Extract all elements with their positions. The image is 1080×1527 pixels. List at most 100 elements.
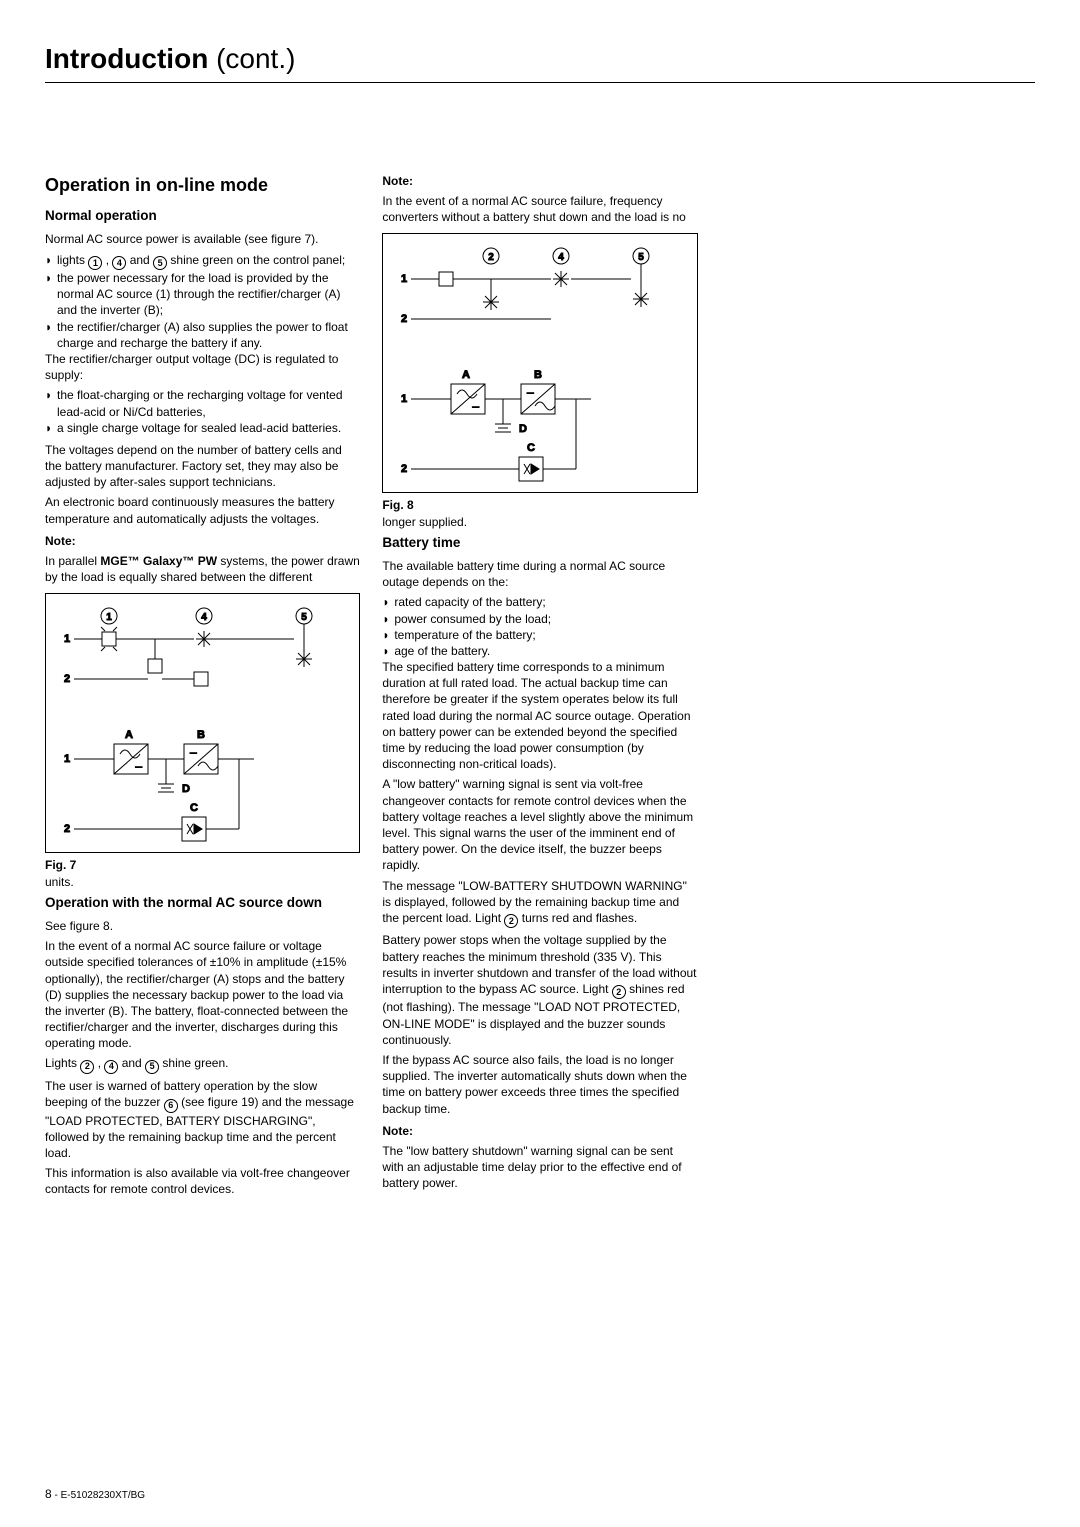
fig8-caption: Fig. 8: [382, 497, 697, 513]
lbl: 5: [639, 252, 645, 263]
svg-text:–: –: [473, 399, 480, 413]
t: ,: [94, 1056, 104, 1070]
t: turns red and flashes.: [518, 911, 637, 925]
t: In parallel: [45, 554, 100, 568]
t: power consumed by the load;: [394, 611, 551, 627]
lbl: C: [527, 442, 535, 454]
c2note: Note:: [382, 173, 697, 189]
svg-text:–: –: [190, 745, 197, 759]
t: MGE™ Galaxy™ PW: [100, 554, 217, 568]
figure-7: 1 1 4 5 2: [45, 593, 360, 873]
h3-acdown: Operation with the normal AC source down: [45, 894, 360, 912]
h3-normal: Normal operation: [45, 207, 360, 225]
c2p6: In the event of a normal AC source failu…: [382, 193, 697, 225]
c3p3: A "low battery" warning signal is sent v…: [382, 776, 697, 873]
t: the rectifier/charger (A) also supplies …: [57, 319, 360, 351]
circ-2-icon: 2: [612, 985, 626, 999]
title-cont: (cont.): [208, 43, 295, 74]
lbl: 4: [201, 612, 207, 623]
figure-7-box: 1 1 4 5 2: [45, 593, 360, 853]
h3-battery: Battery time: [382, 534, 697, 552]
t: Lights: [45, 1056, 80, 1070]
c2p5: This information is also available via v…: [45, 1165, 360, 1197]
c3b1: ◗rated capacity of the battery;: [382, 594, 697, 610]
circ-2-icon: 2: [504, 914, 518, 928]
lbl: A: [462, 369, 470, 381]
circ-5-icon: 5: [153, 256, 167, 270]
bullet-icon: ◗: [45, 252, 57, 271]
c1b1: ◗ lights 1 , 4 and 5 shine green on the …: [45, 252, 360, 271]
c1b4: ◗the float-charging or the recharging vo…: [45, 387, 360, 419]
t: shine green.: [159, 1056, 228, 1070]
c1p2: The rectifier/charger output voltage (DC…: [45, 351, 360, 383]
footer: 8 - E-51028230XT/BG: [45, 1486, 145, 1503]
c1b1-text: lights 1 , 4 and 5 shine green on the co…: [57, 252, 345, 271]
lbl: B: [534, 369, 542, 381]
footer-code: E-51028230XT/BG: [61, 1490, 146, 1501]
t: age of the battery.: [394, 643, 490, 659]
c1p3: The voltages depend on the number of bat…: [45, 442, 360, 491]
lbl: 2: [401, 463, 407, 475]
svg-text:–: –: [135, 759, 142, 773]
figure-8-box: 1 2 4 5 2 1: [382, 233, 697, 493]
c1b5: ◗a single charge voltage for sealed lead…: [45, 420, 360, 436]
c3p5: Battery power stops when the voltage sup…: [382, 932, 697, 1048]
c1note: Note:: [45, 533, 360, 549]
c1p1: Normal AC source power is available (see…: [45, 231, 360, 247]
fig7-caption: Fig. 7: [45, 857, 360, 873]
lbl: 1: [401, 393, 407, 405]
figure-7-svg: 1 1 4 5 2: [54, 604, 334, 844]
t: lights: [57, 253, 88, 267]
c3b3: ◗temperature of the battery;: [382, 627, 697, 643]
lbl: 1: [401, 273, 407, 285]
t: the power necessary for the load is prov…: [57, 270, 360, 319]
t: temperature of the battery;: [394, 627, 535, 643]
title-rule: [45, 82, 1035, 83]
open-bullet-icon: ◗: [45, 420, 57, 436]
c3p0: longer supplied.: [382, 514, 697, 530]
lbl: 1: [64, 633, 70, 645]
bullet-icon: ◗: [45, 270, 57, 319]
circ-5-icon: 5: [145, 1060, 159, 1074]
lbl: 2: [64, 673, 70, 685]
c2p0: units.: [45, 874, 360, 890]
c1p5: In parallel MGE™ Galaxy™ PW systems, the…: [45, 553, 360, 585]
c3p7: The "low battery shutdown" warning signa…: [382, 1143, 697, 1192]
bullet-icon: ◗: [382, 611, 394, 627]
bullet-icon: ◗: [382, 627, 394, 643]
c2p1: See figure 8.: [45, 918, 360, 934]
footer-sep: -: [52, 1490, 61, 1501]
lbl: 4: [559, 252, 565, 263]
lbl: A: [125, 729, 133, 741]
circ-6-icon: 6: [164, 1099, 178, 1113]
lbl: D: [182, 783, 190, 795]
c3b2: ◗power consumed by the load;: [382, 611, 697, 627]
lbl: B: [197, 729, 205, 741]
lbl: 2: [64, 823, 70, 835]
c1b2: ◗the power necessary for the load is pro…: [45, 270, 360, 319]
body-columns: Operation in on-line mode Normal operati…: [45, 173, 1035, 1203]
c2p3: Lights 2 , 4 and 5 shine green.: [45, 1055, 360, 1074]
c3b4: ◗age of the battery.: [382, 643, 697, 659]
c3p2: The specified battery time corresponds t…: [382, 659, 697, 772]
page-number: 8: [45, 1487, 52, 1501]
c1b3: ◗the rectifier/charger (A) also supplies…: [45, 319, 360, 351]
circ-4-icon: 4: [104, 1060, 118, 1074]
h2-online: Operation in on-line mode: [45, 173, 360, 197]
figure-8: 1 2 4 5 2 1: [382, 233, 697, 513]
lbl: 2: [401, 313, 407, 325]
title-main: Introduction: [45, 43, 208, 74]
t: and: [118, 1056, 145, 1070]
c1p4: An electronic board continuously measure…: [45, 494, 360, 526]
lbl: 1: [64, 753, 70, 765]
figure-8-svg: 1 2 4 5 2 1: [391, 244, 671, 484]
lbl: C: [190, 802, 198, 814]
t: ,: [102, 253, 112, 267]
t: the float-charging or the recharging vol…: [57, 387, 360, 419]
t: shine green on the control panel;: [167, 253, 345, 267]
c2p4: The user is warned of battery operation …: [45, 1078, 360, 1161]
c3note: Note:: [382, 1123, 697, 1139]
c3p6: If the bypass AC source also fails, the …: [382, 1052, 697, 1117]
bullet-icon: ◗: [382, 594, 394, 610]
page-title: Introduction (cont.): [45, 40, 1035, 78]
